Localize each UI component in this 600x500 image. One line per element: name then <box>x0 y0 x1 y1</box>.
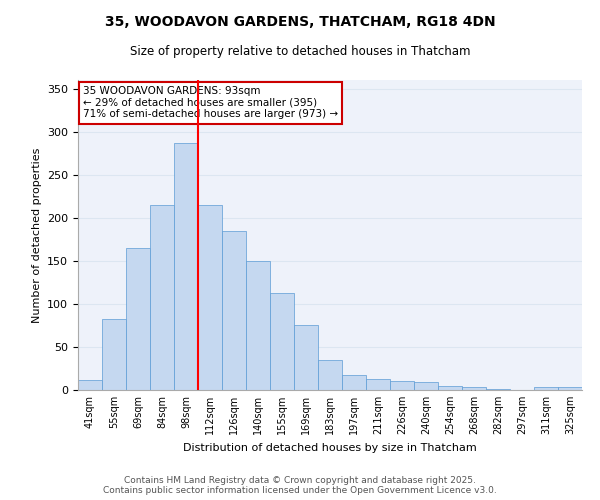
X-axis label: Distribution of detached houses by size in Thatcham: Distribution of detached houses by size … <box>183 442 477 452</box>
Bar <box>102 318 126 390</box>
Bar <box>126 248 150 390</box>
Bar <box>222 230 246 390</box>
Bar <box>414 382 438 390</box>
Text: Contains HM Land Registry data © Crown copyright and database right 2025.
Contai: Contains HM Land Registry data © Crown c… <box>103 476 497 495</box>
Bar <box>462 386 486 390</box>
Bar <box>270 292 294 390</box>
Bar <box>342 374 366 390</box>
Bar <box>558 386 582 390</box>
Bar <box>150 205 174 390</box>
Text: 35, WOODAVON GARDENS, THATCHAM, RG18 4DN: 35, WOODAVON GARDENS, THATCHAM, RG18 4DN <box>104 15 496 29</box>
Bar <box>246 261 270 390</box>
Bar <box>198 205 222 390</box>
Y-axis label: Number of detached properties: Number of detached properties <box>32 148 41 322</box>
Bar <box>438 386 462 390</box>
Text: Size of property relative to detached houses in Thatcham: Size of property relative to detached ho… <box>130 45 470 58</box>
Bar <box>294 326 318 390</box>
Bar <box>390 380 414 390</box>
Bar <box>486 389 510 390</box>
Bar <box>174 143 198 390</box>
Bar <box>534 388 558 390</box>
Bar <box>78 380 102 390</box>
Text: 35 WOODAVON GARDENS: 93sqm
← 29% of detached houses are smaller (395)
71% of sem: 35 WOODAVON GARDENS: 93sqm ← 29% of deta… <box>83 86 338 120</box>
Bar <box>318 360 342 390</box>
Bar <box>366 379 390 390</box>
